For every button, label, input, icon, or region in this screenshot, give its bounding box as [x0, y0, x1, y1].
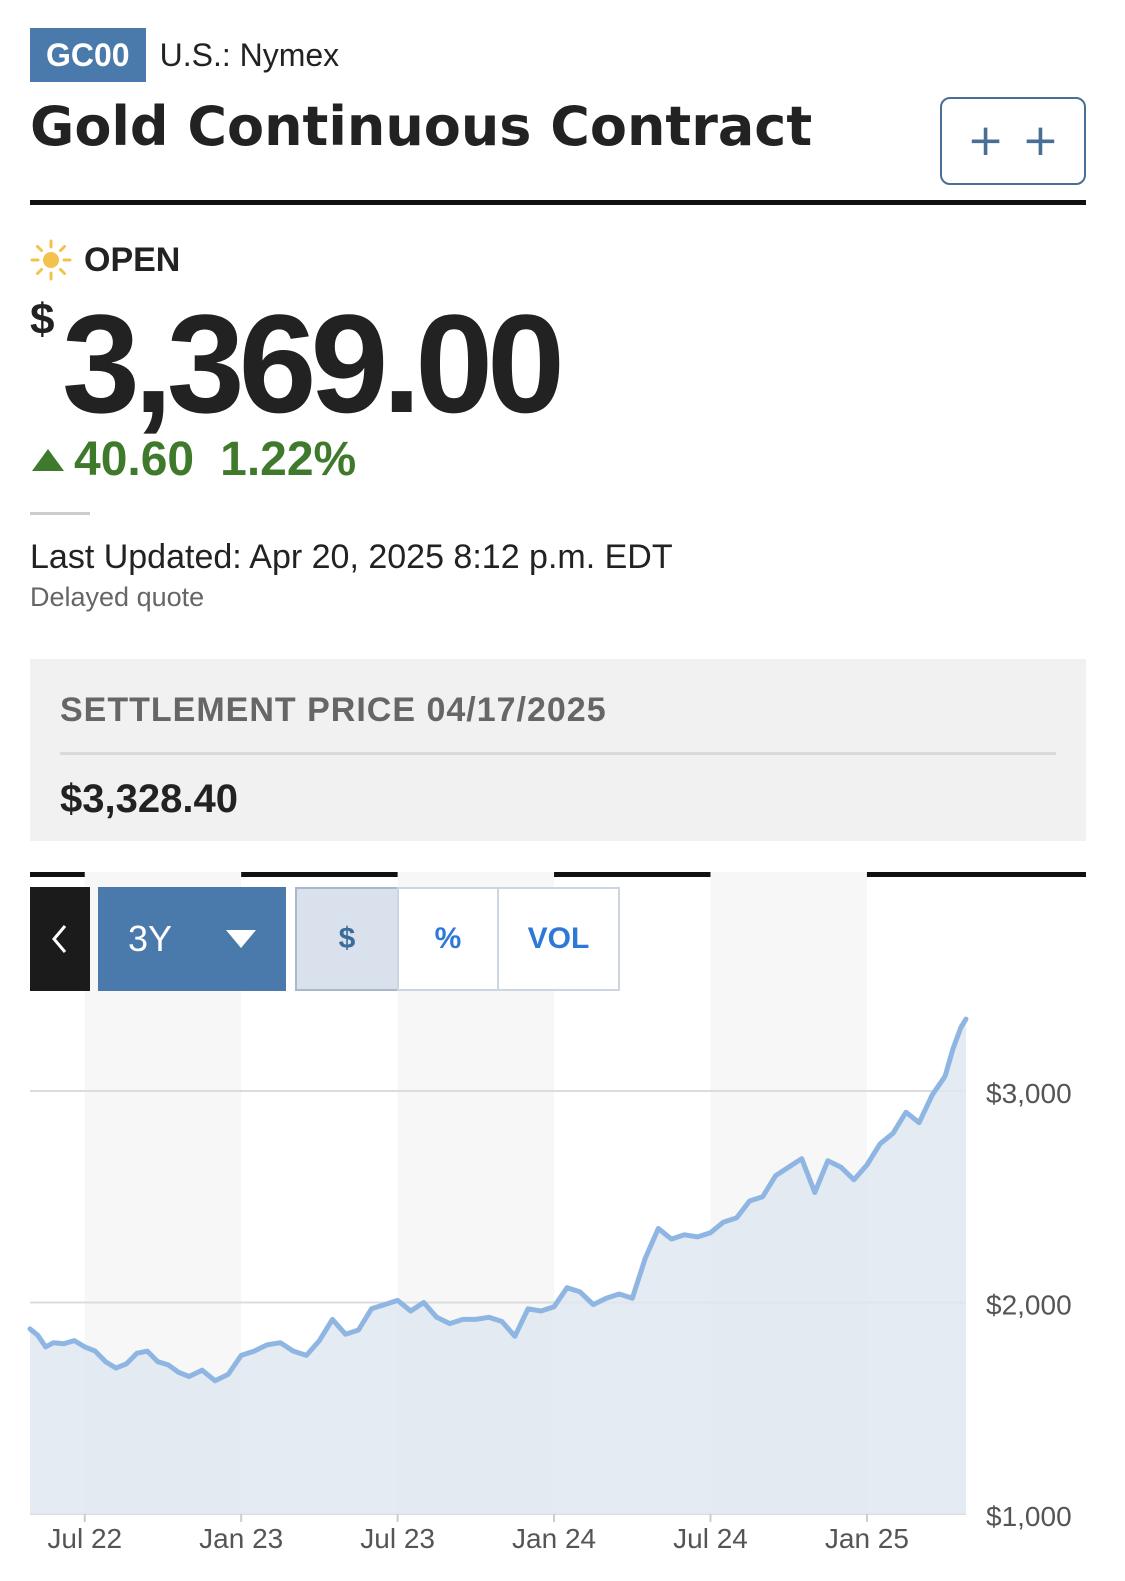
x-tick-label: Jul 24: [673, 1523, 748, 1554]
market-status: OPEN: [30, 238, 180, 282]
mode-dollar-button[interactable]: $: [295, 887, 399, 991]
settlement-panel: SETTLEMENT PRICE 04/17/2025 $3,328.40: [30, 659, 1086, 841]
last-updated: Last Updated: Apr 20, 2025 8:12 p.m. EDT: [30, 538, 673, 576]
ticker-row: GC00 U.S.: Nymex: [30, 28, 339, 82]
delayed-quote-note: Delayed quote: [30, 582, 205, 612]
price-area: [30, 1019, 966, 1514]
y-tick-label: $1,000: [986, 1501, 1072, 1532]
add-to-watchlist-button[interactable]: + +: [940, 97, 1086, 185]
change-percent: 1.22%: [220, 433, 357, 486]
x-tick-label: Jan 24: [512, 1523, 596, 1554]
y-tick-label: $3,000: [986, 1078, 1072, 1109]
market-status-label: OPEN: [84, 240, 181, 279]
change-value: 40.60: [74, 433, 195, 486]
exchange-label: U.S.: Nymex: [159, 36, 340, 73]
range-label: 3Y: [128, 918, 173, 959]
y-tick-label: $2,000: [986, 1290, 1072, 1321]
price-line: [27, 1016, 969, 1384]
x-tick-label: Jan 25: [825, 1523, 909, 1554]
currency-symbol: $: [30, 295, 55, 344]
caret-down-icon: [226, 930, 256, 948]
chart-back-button[interactable]: [30, 887, 90, 991]
mode-percent-button[interactable]: %: [397, 887, 499, 991]
chart-divider: [30, 872, 1086, 877]
x-tick-label: Jan 23: [199, 1523, 283, 1554]
up-arrow-icon: [32, 448, 64, 471]
settlement-label: SETTLEMENT PRICE 04/17/2025: [60, 691, 607, 729]
instrument-title: Gold Continuous Contract: [30, 95, 813, 158]
divider: [30, 512, 90, 515]
divider: [60, 752, 1056, 755]
mode-volume-button[interactable]: VOL: [497, 887, 620, 991]
header-divider: [30, 200, 1086, 205]
last-price: 3,369.00: [62, 285, 565, 442]
ticker-badge[interactable]: GC00: [30, 28, 146, 82]
chevron-left-icon: [52, 925, 67, 953]
plus-icon: +: [967, 115, 1004, 166]
price-change: 40.60 1.22%: [32, 432, 356, 487]
x-tick-label: Jul 22: [47, 1523, 122, 1554]
settlement-value: $3,328.40: [60, 777, 238, 821]
plus-icon: +: [1022, 115, 1059, 166]
range-dropdown[interactable]: 3Y: [98, 887, 286, 991]
x-tick-label: Jul 23: [360, 1523, 435, 1554]
sun-icon: [30, 239, 72, 281]
